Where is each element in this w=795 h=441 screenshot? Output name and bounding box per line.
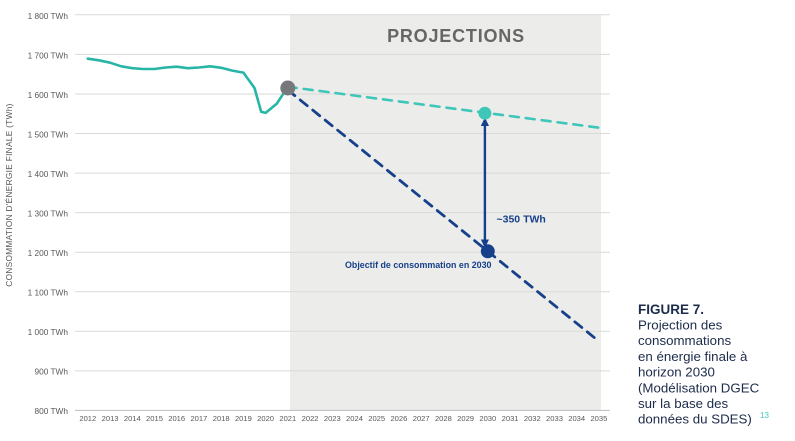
svg-text:1 600 TWh: 1 600 TWh — [28, 90, 69, 100]
svg-text:2035: 2035 — [590, 414, 607, 423]
svg-text:2023: 2023 — [324, 414, 341, 423]
svg-text:2017: 2017 — [190, 414, 207, 423]
svg-text:2019: 2019 — [235, 414, 252, 423]
svg-text:PROJECTIONS: PROJECTIONS — [387, 26, 525, 46]
svg-text:1 300 TWh: 1 300 TWh — [28, 209, 69, 219]
svg-text:Objectif de consommation en 20: Objectif de consommation en 2030 — [345, 260, 492, 270]
svg-text:1 200 TWh: 1 200 TWh — [28, 248, 69, 258]
svg-text:2026: 2026 — [390, 414, 407, 423]
svg-text:horizon 2030: horizon 2030 — [638, 365, 715, 380]
svg-text:Projection des: Projection des — [638, 318, 723, 333]
svg-text:2033: 2033 — [546, 414, 563, 423]
svg-text:2016: 2016 — [168, 414, 185, 423]
svg-text:2014: 2014 — [124, 414, 141, 423]
svg-text:consommations: consommations — [638, 333, 731, 348]
svg-text:2015: 2015 — [146, 414, 163, 423]
svg-text:en énergie finale à: en énergie finale à — [638, 349, 748, 364]
svg-text:données du SDES): données du SDES) — [638, 412, 752, 427]
svg-text:2034: 2034 — [568, 414, 585, 423]
svg-text:1 400 TWh: 1 400 TWh — [28, 169, 69, 179]
svg-text:2027: 2027 — [413, 414, 430, 423]
svg-text:2021: 2021 — [279, 414, 296, 423]
svg-text:sur la base des: sur la base des — [638, 396, 729, 411]
svg-text:CONSOMMATION D'ÉNERGIE FINALE: CONSOMMATION D'ÉNERGIE FINALE (TWh) — [4, 103, 14, 286]
svg-text:2012: 2012 — [79, 414, 96, 423]
svg-text:1 000 TWh: 1 000 TWh — [28, 327, 69, 337]
svg-text:2029: 2029 — [457, 414, 474, 423]
svg-text:2022: 2022 — [302, 414, 319, 423]
svg-text:13: 13 — [760, 411, 769, 420]
svg-text:(Modélisation DGEC: (Modélisation DGEC — [638, 380, 760, 395]
svg-text:1 800 TWh: 1 800 TWh — [28, 11, 69, 21]
svg-text:1 500 TWh: 1 500 TWh — [28, 130, 69, 140]
svg-text:1 100 TWh: 1 100 TWh — [28, 288, 69, 298]
svg-text:~350 TWh: ~350 TWh — [497, 214, 546, 226]
svg-text:2024: 2024 — [346, 414, 363, 423]
svg-text:1 700 TWh: 1 700 TWh — [28, 51, 69, 61]
svg-text:2028: 2028 — [435, 414, 452, 423]
svg-text:FIGURE 7.: FIGURE 7. — [638, 302, 704, 317]
svg-text:2031: 2031 — [502, 414, 519, 423]
svg-text:2020: 2020 — [257, 414, 274, 423]
svg-text:2025: 2025 — [368, 414, 385, 423]
svg-text:2013: 2013 — [102, 414, 119, 423]
svg-text:2030: 2030 — [479, 414, 496, 423]
svg-text:800 TWh: 800 TWh — [34, 406, 68, 416]
svg-text:900 TWh: 900 TWh — [34, 367, 68, 377]
svg-text:2018: 2018 — [213, 414, 230, 423]
svg-text:2032: 2032 — [524, 414, 541, 423]
